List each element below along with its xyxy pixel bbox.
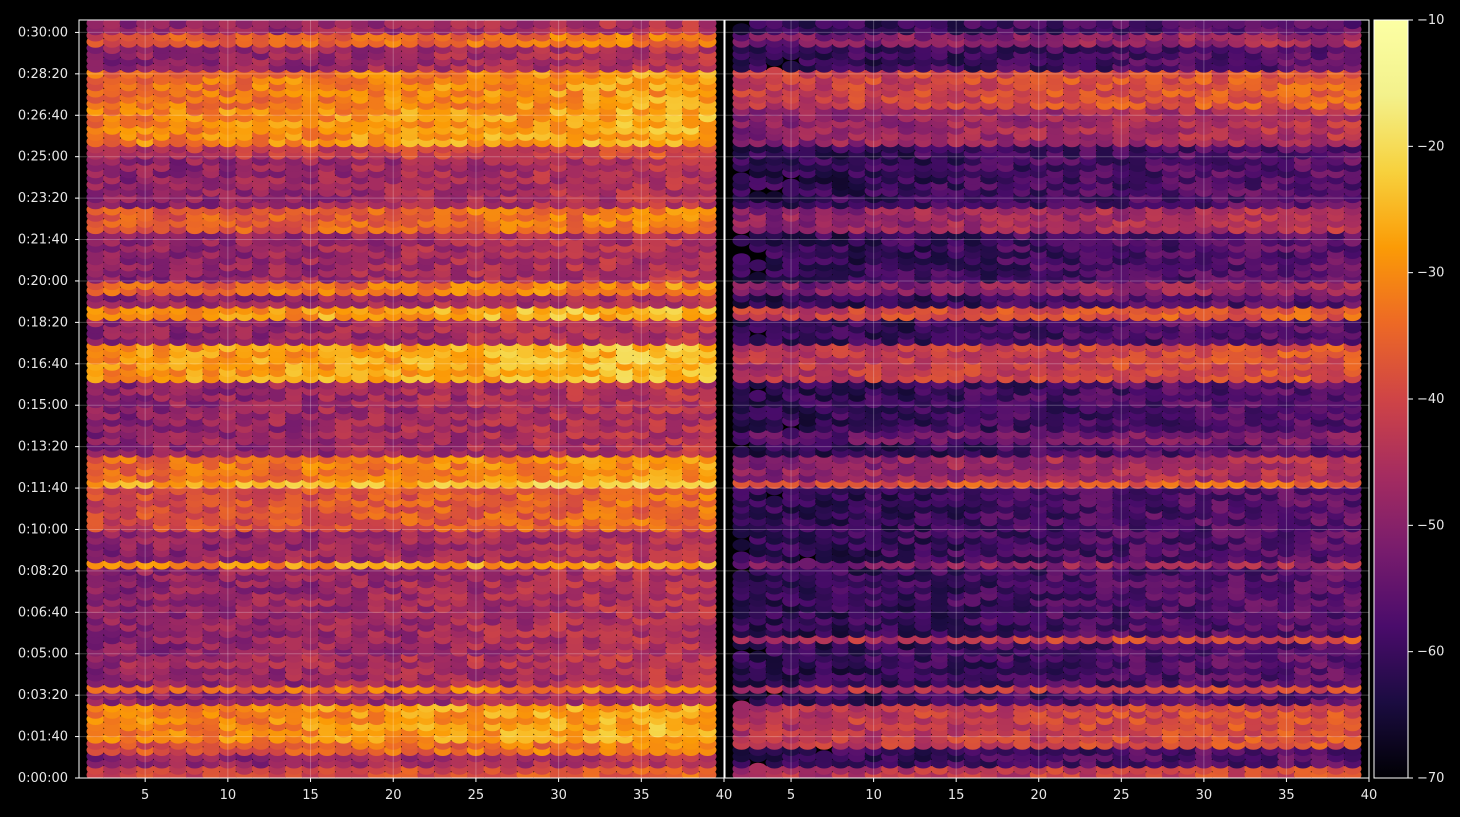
left-plot-area	[86, 20, 717, 778]
heat-cell	[749, 762, 767, 775]
heat-cell	[815, 750, 834, 763]
